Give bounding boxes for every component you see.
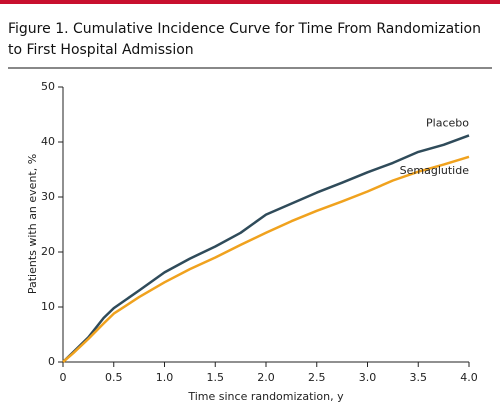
x-axis-label: Time since randomization, y [187, 390, 344, 403]
y-tick-label: 0 [48, 355, 55, 368]
x-tick-label: 3.0 [359, 371, 377, 384]
x-tick-label: 1.5 [207, 371, 225, 384]
x-tick-label: 4.0 [460, 371, 478, 384]
x-tick-label: 2.0 [257, 371, 275, 384]
chart-title: to First Hospital Admission [8, 42, 194, 58]
x-tick-label: 3.5 [410, 371, 428, 384]
y-tick-label: 10 [41, 300, 55, 313]
series-label: Semaglutide [400, 164, 470, 177]
top-bar [0, 0, 500, 4]
y-tick-label: 50 [41, 80, 55, 93]
y-axis-label: Patients with an event, % [26, 154, 39, 294]
series-line [62, 134, 470, 363]
x-tick-label: 1.0 [156, 371, 174, 384]
x-tick-label: 2.5 [308, 371, 326, 384]
y-tick-label: 30 [41, 190, 55, 203]
chart-title: Figure 1. Cumulative Incidence Curve for… [8, 21, 481, 37]
series-label: Placebo [426, 116, 469, 129]
y-tick-label: 20 [41, 245, 55, 258]
x-tick-label: 0 [60, 371, 67, 384]
series-line [62, 155, 470, 363]
x-tick-label: 0.5 [105, 371, 123, 384]
y-tick-label: 40 [41, 135, 55, 148]
